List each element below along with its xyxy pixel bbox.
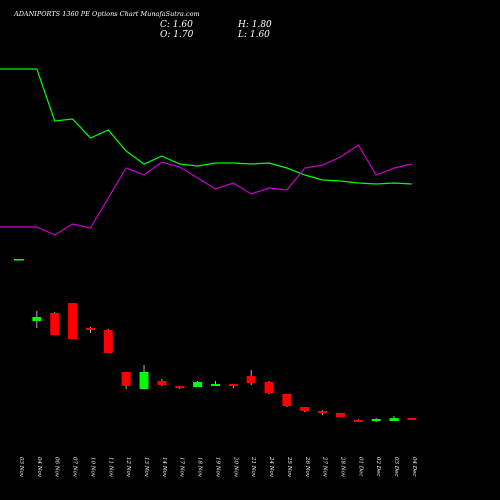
close-value: C: 1.60 xyxy=(160,20,193,30)
high-value: H: 1.80 xyxy=(237,20,272,30)
candle-body xyxy=(282,394,292,406)
candle-body xyxy=(85,328,95,330)
x-tick-label: 19 Nov xyxy=(214,457,220,478)
x-tick-label: 04 Nov xyxy=(36,457,42,478)
candle-3 xyxy=(50,312,60,335)
x-tick-label: 12 Nov xyxy=(125,457,131,478)
candle-16 xyxy=(282,394,292,407)
indicator-line-1 xyxy=(0,68,412,185)
candle-8 xyxy=(139,365,149,389)
chart-title: ADANIPORTS 1360 PE Options Chart MunafaS… xyxy=(13,10,200,18)
x-tick-label: 27 Nov xyxy=(322,456,328,478)
indicator-line-2 xyxy=(0,144,413,236)
candle-18 xyxy=(318,410,328,415)
candle-body xyxy=(32,317,42,321)
x-tick-label: 03 Nov xyxy=(18,457,24,478)
candle-14 xyxy=(246,370,256,385)
candle-9 xyxy=(157,379,167,386)
candle-1 xyxy=(14,259,24,261)
x-tick-label: 11 Nov xyxy=(107,457,113,478)
candle-5 xyxy=(85,327,95,333)
candle-body xyxy=(228,384,238,386)
candle-body xyxy=(407,418,417,420)
x-tick-label: 01 Dec xyxy=(357,457,363,477)
candle-body xyxy=(50,313,60,335)
x-tick-label: 24 Nov xyxy=(268,456,274,478)
candle-body xyxy=(353,420,363,422)
open-value: O: 1.70 xyxy=(160,30,194,40)
candle-body xyxy=(193,382,203,387)
x-tick-label: 03 Dec xyxy=(393,457,399,477)
x-tick-label: 13 Nov xyxy=(143,457,149,478)
x-tick-label: 18 Nov xyxy=(197,457,203,478)
x-tick-label: 02 Dec xyxy=(375,457,381,477)
candle-body xyxy=(371,419,381,421)
candle-body xyxy=(210,384,220,386)
candle-6 xyxy=(103,329,113,353)
candle-body xyxy=(139,372,149,389)
candle-4 xyxy=(68,303,78,339)
candles xyxy=(14,259,417,422)
candle-7 xyxy=(121,372,131,389)
x-tick-label: 14 Nov xyxy=(161,457,167,478)
candle-body xyxy=(157,381,167,385)
candle-body xyxy=(246,376,256,383)
candle-19 xyxy=(335,413,345,417)
candle-12 xyxy=(210,381,220,386)
candle-15 xyxy=(264,381,274,394)
candle-body xyxy=(318,411,328,413)
candle-body xyxy=(103,330,113,353)
candle-13 xyxy=(228,384,238,388)
candle-17 xyxy=(300,407,310,412)
candle-11 xyxy=(193,381,203,387)
candle-body xyxy=(335,413,345,417)
x-tick-label: 28 Nov xyxy=(339,456,345,478)
x-tick-label: 26 Nov xyxy=(304,456,310,478)
candle-2 xyxy=(32,311,42,328)
candle-body xyxy=(175,386,185,388)
x-tick-label: 10 Nov xyxy=(89,457,95,478)
x-tick-label: 17 Nov xyxy=(179,457,185,478)
candle-body xyxy=(389,418,399,421)
x-tick-label: 06 Nov xyxy=(54,457,60,478)
candle-21 xyxy=(371,418,381,422)
x-tick-label: 21 Nov xyxy=(250,456,256,478)
candle-20 xyxy=(353,419,363,422)
indicator-lines xyxy=(0,68,413,236)
candle-10 xyxy=(175,386,185,389)
candle-body xyxy=(14,259,24,261)
x-tick-label: 07 Nov xyxy=(72,457,78,478)
x-tick-label: 04 Dec xyxy=(411,457,417,477)
x-tick-label: 20 Nov xyxy=(232,456,238,478)
x-axis-ticks: 03 Nov 04 Nov 06 Nov 07 Nov 10 Nov 11 Nov 12 N… xyxy=(18,456,417,478)
candle-23 xyxy=(407,418,417,420)
candle-body xyxy=(121,372,131,386)
x-tick-label: 25 Nov xyxy=(286,456,292,478)
candle-body xyxy=(264,382,274,393)
candle-22 xyxy=(389,416,399,421)
candle-body xyxy=(300,407,310,411)
candle-body xyxy=(68,303,78,339)
low-value: L: 1.60 xyxy=(237,30,270,40)
